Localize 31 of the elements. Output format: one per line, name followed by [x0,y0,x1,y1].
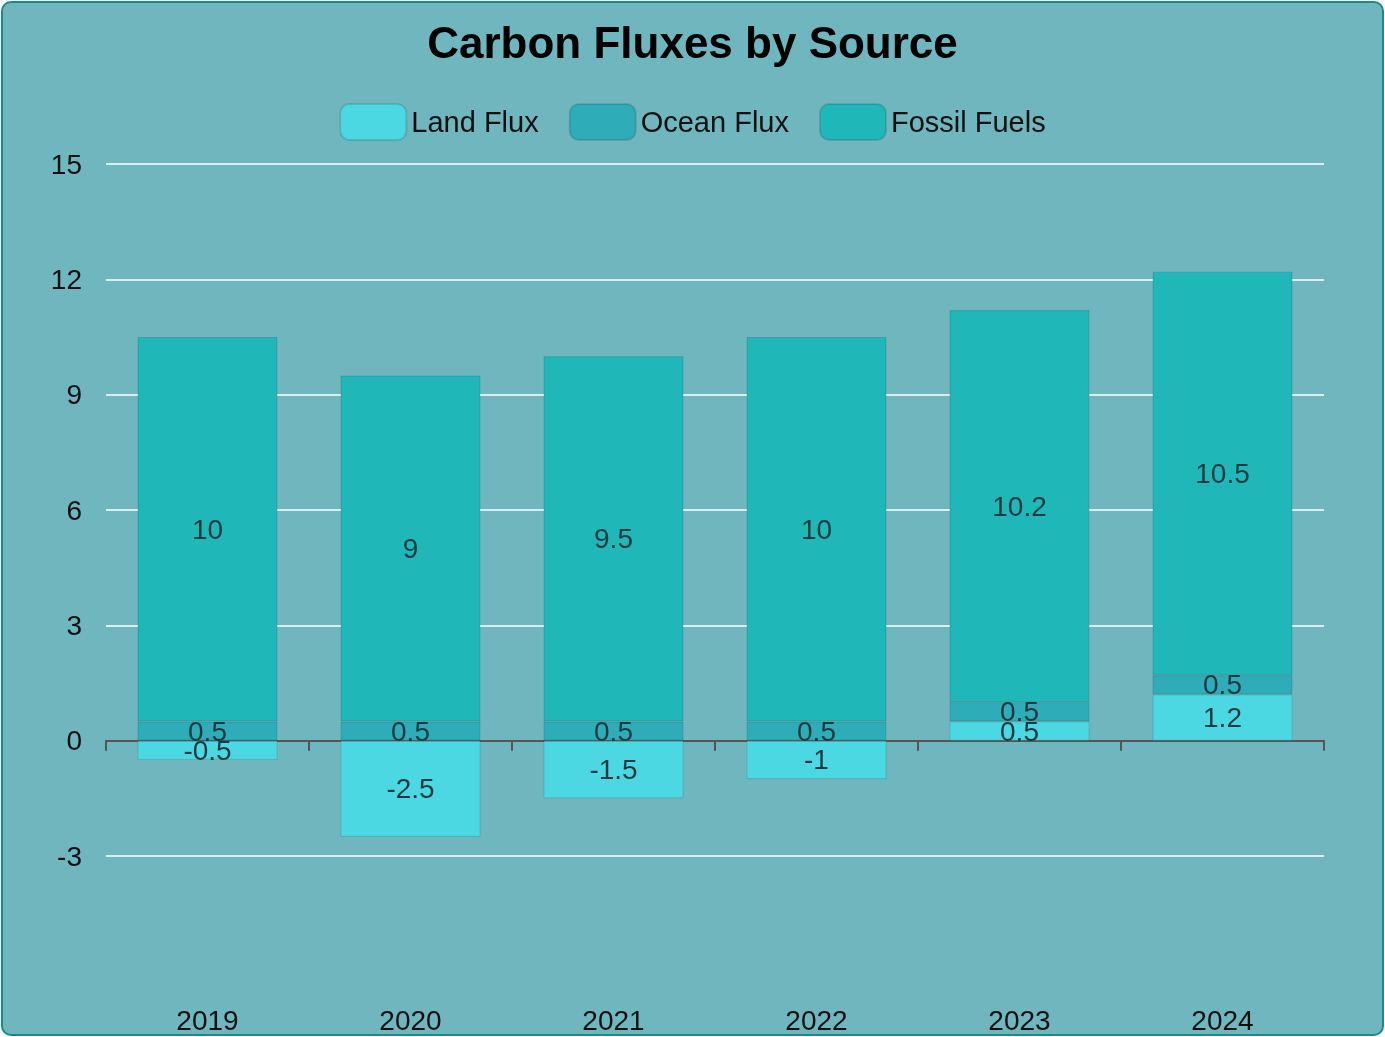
data-label: 9 [402,532,419,564]
y-tick-label: 15 [50,148,82,180]
data-label: 0.5 [594,715,633,747]
data-label: 10 [800,513,833,545]
data-label: 9.5 [594,523,633,555]
data-label: -2.5 [386,773,435,805]
x-tick-label: 2020 [379,1004,442,1036]
x-tick-label: 2022 [785,1004,848,1036]
data-label: 0.5 [797,715,836,747]
data-label: 10.5 [1195,457,1250,489]
y-tick-label: 0 [66,725,82,757]
legend-label: Ocean Flux [640,106,790,138]
x-tick-label: 2023 [988,1004,1051,1036]
data-label: 0.5 [1203,669,1242,701]
y-tick-label: 6 [66,494,82,526]
data-label: 1.2 [1203,702,1242,734]
legend-label: Fossil Fuels [890,106,1046,138]
data-label: -1 [804,744,829,776]
data-label: -1.5 [589,754,638,785]
data-label: 10 [191,513,224,545]
x-tick-label: 2019 [176,1004,239,1036]
y-tick-label: -3 [57,840,82,872]
chart-title: Carbon Fluxes by Source [427,17,958,67]
data-label: 0.5 [391,715,430,747]
legend-label: Land Flux [411,106,540,138]
x-tick-label: 2024 [1191,1004,1254,1036]
data-label: 10.2 [992,490,1047,522]
y-tick-label: 9 [66,379,82,411]
x-tick-label: 2021 [582,1004,645,1036]
y-tick-label: 12 [50,263,82,295]
y-tick-label: 3 [66,609,82,641]
